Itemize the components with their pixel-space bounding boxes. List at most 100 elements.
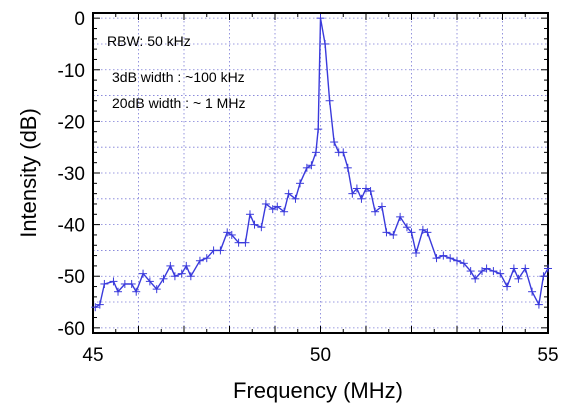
data-point xyxy=(227,230,236,239)
data-point xyxy=(466,267,475,276)
data-point xyxy=(120,279,129,288)
data-point xyxy=(261,199,270,208)
data-point xyxy=(273,202,282,211)
data-point xyxy=(544,264,552,273)
y-tick-label: -50 xyxy=(58,267,85,288)
data-point xyxy=(114,287,123,296)
data-point xyxy=(423,228,432,237)
data-point xyxy=(127,279,136,288)
annotation-3db-width: 3dB width : ~100 kHz xyxy=(112,69,245,85)
data-point xyxy=(366,187,375,196)
data-point xyxy=(302,163,311,172)
data-point xyxy=(291,194,300,203)
data-point xyxy=(482,264,491,273)
data-point xyxy=(325,96,334,105)
data-point xyxy=(371,207,380,216)
data-point xyxy=(241,238,250,247)
data-point xyxy=(496,269,505,278)
data-point xyxy=(407,228,416,237)
y-tick-label: -60 xyxy=(58,319,85,340)
data-point xyxy=(432,254,441,263)
data-point xyxy=(528,287,537,296)
data-point xyxy=(453,256,461,265)
data-point xyxy=(539,272,548,281)
y-tick-label: 0 xyxy=(74,9,85,30)
data-point xyxy=(339,148,348,157)
axis-ticks xyxy=(92,13,549,333)
data-point xyxy=(280,207,289,216)
data-point xyxy=(257,223,266,232)
x-tick-labels: 45 50 55 xyxy=(82,345,558,366)
data-point xyxy=(446,254,455,263)
data-point xyxy=(418,225,427,234)
data-point xyxy=(382,228,391,237)
data-point xyxy=(439,251,448,260)
data-point xyxy=(284,189,293,198)
data-point xyxy=(109,277,118,286)
data-point xyxy=(357,194,366,203)
data-point xyxy=(348,189,357,198)
data-point xyxy=(91,303,100,312)
data-point xyxy=(245,210,254,219)
data-point xyxy=(234,238,243,247)
data-point xyxy=(223,228,232,237)
data-point xyxy=(100,279,109,288)
data-point xyxy=(182,261,191,270)
x-tick-label: 55 xyxy=(537,345,558,366)
data-point xyxy=(402,223,411,232)
data-point xyxy=(389,230,398,239)
data-point xyxy=(514,274,523,283)
data-point xyxy=(170,272,179,281)
data-point xyxy=(307,161,316,170)
data-point xyxy=(352,184,361,193)
data-point xyxy=(396,212,405,221)
data-point xyxy=(314,125,323,134)
data-point xyxy=(296,179,305,188)
data-point xyxy=(95,300,104,309)
data-point-markers xyxy=(91,14,552,312)
data-point xyxy=(478,267,487,276)
data-point xyxy=(503,282,512,291)
data-point xyxy=(330,138,339,147)
data-point xyxy=(166,261,175,270)
y-tick-labels: 0 -10 -20 -30 -40 -50 -60 xyxy=(58,9,85,340)
data-point xyxy=(132,287,141,296)
data-point xyxy=(159,274,168,283)
data-point xyxy=(152,285,161,294)
series-line xyxy=(94,18,549,308)
y-tick-label: -20 xyxy=(58,112,85,133)
x-axis-label: Frequency (MHz) xyxy=(233,378,403,403)
data-point xyxy=(177,269,186,278)
data-point xyxy=(139,269,148,278)
data-point xyxy=(186,272,195,281)
data-point xyxy=(321,39,330,48)
data-point xyxy=(145,277,154,286)
data-point xyxy=(521,264,530,273)
x-tick-label: 50 xyxy=(310,345,331,366)
data-point xyxy=(250,220,259,229)
y-tick-label: -40 xyxy=(58,216,85,237)
data-point xyxy=(459,259,468,268)
data-point xyxy=(509,264,518,273)
data-point xyxy=(534,300,543,309)
annotation-rbw: RBW: 50 kHz xyxy=(107,33,191,49)
data-point xyxy=(377,202,386,211)
data-point xyxy=(316,14,325,23)
data-point xyxy=(209,246,218,255)
grid-lines xyxy=(92,13,549,333)
data-point xyxy=(216,246,225,255)
data-point xyxy=(471,274,480,283)
data-point xyxy=(489,267,498,276)
data-point xyxy=(311,148,320,157)
y-tick-label: -10 xyxy=(58,61,85,82)
data-point xyxy=(202,254,211,263)
x-tick-label: 45 xyxy=(82,345,103,366)
annotation-20db-width: 20dB width : ~ 1 MHz xyxy=(112,95,245,111)
data-point xyxy=(343,163,352,172)
data-point xyxy=(268,205,277,214)
data-point xyxy=(362,184,370,193)
y-tick-label: -30 xyxy=(58,164,85,185)
data-point xyxy=(195,256,204,265)
data-point xyxy=(412,249,421,257)
